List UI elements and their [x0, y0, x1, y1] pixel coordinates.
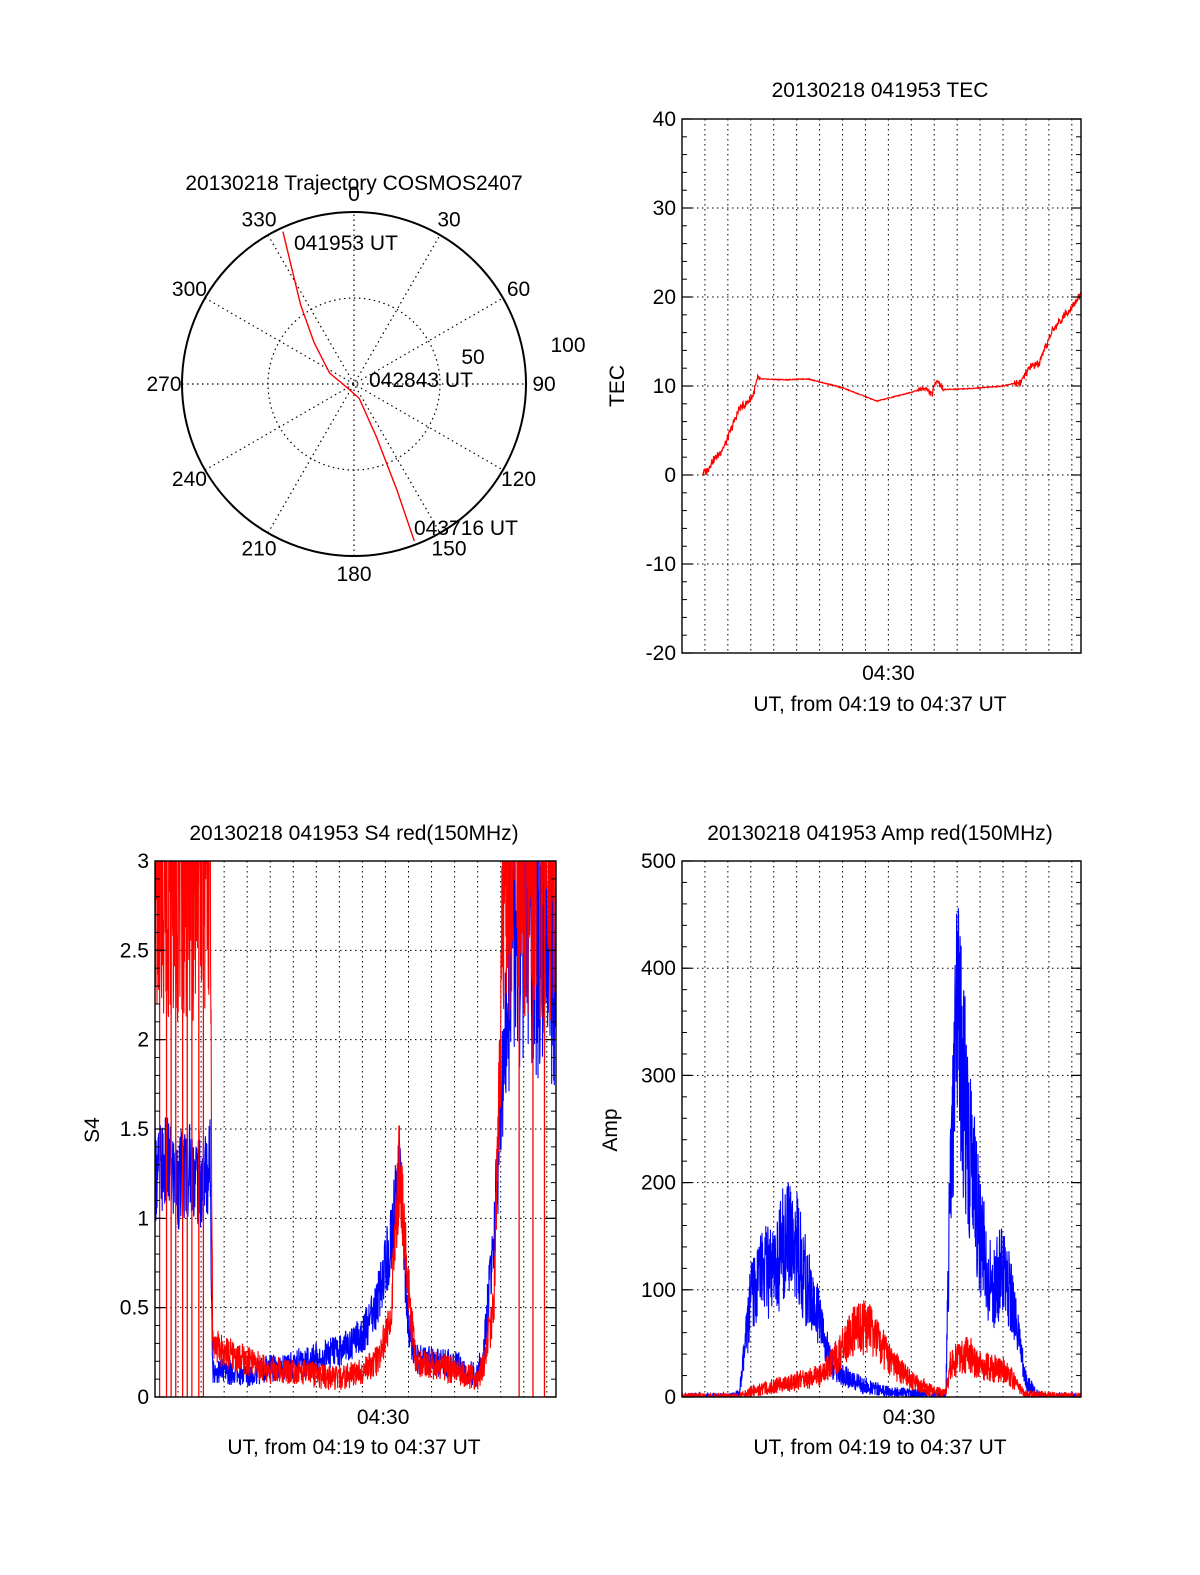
- polar-grid: [181, 211, 527, 557]
- series-group: [702, 290, 1081, 477]
- polar-azimuth-label: 240: [172, 468, 207, 491]
- series-group: [155, 861, 556, 1397]
- polar-azimuth-label: 60: [507, 278, 530, 301]
- polar-radial-label: 50: [461, 346, 484, 369]
- s4-panel: 20130218 041953 S4 red(150MHz) S4 UT, fr…: [81, 822, 557, 1459]
- tec-xlabel: UT, from 04:19 to 04:37 UT: [753, 693, 1006, 716]
- polar-azimuth-label: 120: [501, 468, 536, 491]
- y-tick-label: -20: [646, 642, 676, 665]
- amp-title: 20130218 041953 Amp red(150MHz): [707, 822, 1053, 845]
- polar-azimuth-label: 180: [336, 563, 371, 586]
- amp-plot-area: 0 100 200 300 400 500 04:30: [641, 850, 1082, 1429]
- y-tick-label: 3: [137, 850, 149, 873]
- series-line-blue: [155, 861, 556, 1388]
- plot-frame: [681, 860, 1082, 1398]
- y-tick-label: 0: [664, 464, 676, 487]
- series-line-red: [155, 861, 556, 1390]
- s4-ylabel: S4: [81, 1117, 104, 1143]
- trajectory-time-label: 041953 UT: [294, 232, 398, 255]
- polar-azimuth-label: 0: [348, 183, 360, 206]
- tec-plot-area: -20 -10 0 10 20 30 40 04:30: [646, 108, 1082, 685]
- y-tick-label: 10: [653, 375, 676, 398]
- x-tick-label: 04:30: [357, 1406, 410, 1429]
- y-tick-label: 200: [641, 1172, 676, 1195]
- polar-azimuth-label: 90: [532, 373, 555, 396]
- series-line-red: [682, 1300, 1081, 1397]
- y-tick-label: 40: [653, 108, 676, 131]
- y-tick-label: 0: [664, 1386, 676, 1409]
- y-tick-label: 2.5: [120, 939, 149, 962]
- y-tick-label: 0: [137, 1386, 149, 1409]
- trajectory-annotations: 041953 UT 042843 UT 043716 UT: [294, 232, 518, 540]
- polar-azimuth-label: 210: [241, 538, 276, 561]
- polar-outer-circle: [181, 211, 527, 557]
- polar-radial-label: 100: [550, 334, 585, 357]
- y-tick-label: 1: [137, 1207, 149, 1230]
- polar-azimuth-label: 270: [146, 373, 181, 396]
- y-tick-label: 0.5: [120, 1297, 149, 1320]
- series-line-blue: [682, 908, 1081, 1397]
- tec-panel: 20130218 041953 TEC TEC UT, from 04:19 t…: [606, 79, 1082, 716]
- amp-xlabel: UT, from 04:19 to 04:37 UT: [753, 1436, 1006, 1459]
- trajectory-time-label: 042843 UT: [369, 369, 473, 392]
- y-tick-label: -10: [646, 553, 676, 576]
- s4-plot-area: 0 0.5 1 1.5 2 2.5 3 04:30: [120, 850, 557, 1429]
- polar-azimuth-label: 300: [172, 278, 207, 301]
- series-line-red: [702, 290, 1081, 477]
- y-tick-label: 2: [137, 1029, 149, 1052]
- polar-radial-labels: 50 100: [461, 334, 585, 369]
- y-tick-label: 500: [641, 850, 676, 873]
- polar-azimuth-label: 330: [241, 208, 276, 231]
- polar-ring: [267, 297, 441, 471]
- s4-xlabel: UT, from 04:19 to 04:37 UT: [227, 1436, 480, 1459]
- y-tick-label: 30: [653, 197, 676, 220]
- trajectory-time-label: 043716 UT: [414, 517, 518, 540]
- s4-title: 20130218 041953 S4 red(150MHz): [189, 822, 518, 845]
- y-tick-label: 100: [641, 1279, 676, 1302]
- tec-ylabel: TEC: [606, 365, 629, 407]
- polar-title: 20130218 Trajectory COSMOS2407: [185, 172, 522, 195]
- series-group: [682, 908, 1081, 1397]
- y-tick-label: 400: [641, 957, 676, 980]
- y-tick-label: 20: [653, 286, 676, 309]
- x-tick-label: 04:30: [862, 662, 915, 685]
- tec-title: 20130218 041953 TEC: [772, 79, 989, 102]
- y-tick-label: 300: [641, 1064, 676, 1087]
- plot-frame: [681, 118, 1082, 654]
- polar-azimuth-label: 30: [437, 208, 460, 231]
- y-tick-label: 1.5: [120, 1118, 149, 1141]
- amp-panel: 20130218 041953 Amp red(150MHz) Amp UT, …: [599, 822, 1082, 1459]
- polar-trajectory-panel: 20130218 Trajectory COSMOS2407 0 30 60 90 12…: [146, 172, 585, 586]
- polar-azimuth-labels: 0 30 60 90 120 150 180 210 240 270 300 330: [146, 183, 555, 586]
- polar-azimuth-label: 150: [431, 538, 466, 561]
- trajectory-line: [282, 231, 415, 542]
- amp-ylabel: Amp: [599, 1108, 622, 1151]
- x-tick-label: 04:30: [883, 1406, 936, 1429]
